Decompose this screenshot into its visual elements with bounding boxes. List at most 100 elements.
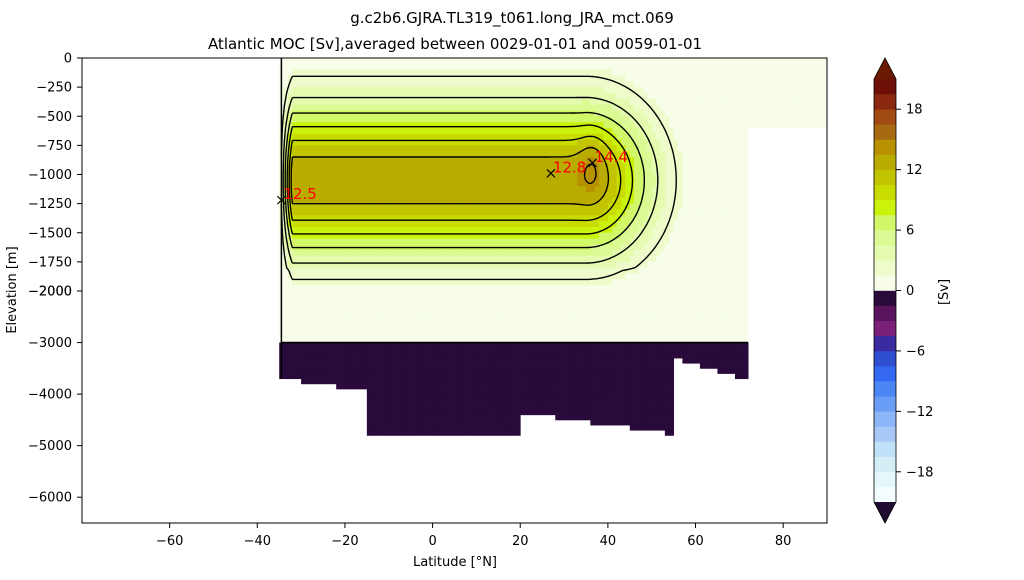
contour-cell	[520, 69, 526, 76]
contour-cell	[331, 174, 337, 181]
contour-cell	[331, 279, 337, 286]
contour-cell	[432, 98, 438, 105]
contour-cell	[353, 285, 359, 292]
contour-cell	[564, 311, 569, 318]
contour-cell	[472, 98, 477, 105]
contour-cell	[454, 215, 460, 222]
contour-cell	[550, 316, 556, 323]
contour-cell	[485, 425, 490, 431]
contour-cell	[366, 342, 372, 349]
contour-cell	[577, 373, 582, 380]
contour-cell	[515, 145, 521, 152]
contour-cell	[603, 291, 609, 297]
contour-cell	[559, 75, 565, 82]
contour-cell	[344, 69, 350, 76]
contour-cell	[454, 311, 460, 318]
contour-cell	[393, 250, 398, 257]
contour-cell	[318, 347, 324, 354]
contour-cell	[489, 197, 495, 205]
contour-cell	[511, 430, 517, 436]
contour-cell	[344, 337, 350, 343]
contour-cell	[309, 186, 315, 193]
contour-cell	[493, 267, 499, 274]
contour-cell	[476, 162, 482, 170]
contour-cell	[599, 75, 604, 82]
contour-cell	[318, 311, 324, 318]
contour-cell	[296, 291, 302, 297]
contour-cell	[555, 261, 561, 269]
contour-cell	[572, 87, 578, 94]
contour-cell	[590, 92, 596, 100]
contour-cell	[301, 250, 306, 257]
contour-cell	[349, 186, 355, 193]
contour-cell	[485, 162, 490, 170]
contour-cell	[432, 316, 438, 323]
contour-cell	[568, 273, 574, 280]
contour-cell	[585, 116, 591, 123]
contour-cell	[323, 378, 328, 385]
contour-cell	[612, 226, 618, 234]
contour-cell	[454, 306, 460, 313]
contour-cell	[533, 209, 539, 216]
contour-cell	[599, 221, 604, 228]
contour-cell	[388, 316, 394, 323]
contour-cell	[401, 104, 407, 111]
contour-cell	[366, 306, 372, 313]
contour-cell	[559, 81, 565, 88]
contour-cell	[612, 232, 618, 239]
contour-cell	[577, 127, 582, 135]
contour-cell	[498, 116, 504, 123]
contour-cell	[362, 232, 368, 239]
contour-cell	[493, 285, 499, 292]
contour-cell	[331, 180, 337, 187]
contour-cell	[419, 373, 425, 380]
contour-cell	[489, 399, 495, 405]
contour-cell	[568, 378, 574, 385]
contour-cell	[463, 327, 469, 333]
contour-cell	[393, 157, 398, 164]
contour-cell	[393, 430, 398, 436]
contour-cell	[524, 191, 530, 199]
contour-cell	[458, 279, 464, 286]
contour-cell	[520, 162, 526, 170]
contour-cell	[612, 197, 618, 205]
contour-cell	[397, 301, 403, 307]
contour-cell	[441, 232, 447, 239]
contour-cell	[511, 116, 517, 123]
contour-cell	[366, 327, 372, 333]
contour-cell	[384, 388, 390, 395]
contour-cell	[450, 157, 455, 164]
contour-cell	[467, 69, 473, 76]
contour-cell	[480, 139, 486, 146]
contour-cell	[441, 321, 447, 328]
contour-cell	[445, 157, 451, 164]
contour-cell	[309, 327, 315, 333]
contour-cell	[327, 221, 333, 228]
contour-cell	[581, 404, 587, 410]
contour-cell	[432, 337, 438, 343]
contour-cell	[511, 285, 517, 292]
contour-cell	[323, 273, 328, 280]
contour-cell	[301, 122, 306, 129]
contour-cell	[296, 226, 302, 234]
contour-cell	[353, 306, 359, 313]
contour-cell	[529, 81, 534, 88]
contour-cell	[524, 127, 530, 135]
contour-cell	[555, 63, 561, 71]
contour-cell	[415, 279, 420, 286]
contour-cell	[401, 404, 407, 410]
contour-cell	[599, 404, 604, 410]
contour-cell	[594, 157, 600, 164]
contour-cell	[380, 419, 385, 426]
contour-cell	[309, 168, 315, 175]
contour-cell	[436, 388, 442, 395]
contour-cell	[612, 327, 618, 333]
contour-cell	[454, 273, 460, 280]
contour-cell	[489, 409, 495, 416]
contour-cell	[380, 116, 385, 123]
contour-cell	[502, 98, 508, 105]
contour-cell	[415, 250, 420, 257]
contour-cell	[318, 256, 324, 263]
contour-cell	[340, 250, 346, 257]
contour-cell	[401, 232, 407, 239]
